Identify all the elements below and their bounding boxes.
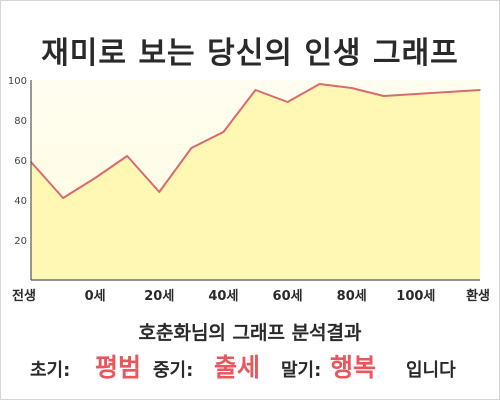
data-point — [222, 131, 225, 133]
x-tick-label: 100세 — [396, 289, 435, 304]
y-tick-label: 80 — [14, 116, 27, 127]
y-tick-label: 40 — [14, 196, 27, 207]
chart-title: 재미로 보는 당신의 인생 그래프 — [41, 36, 459, 71]
early-stage-value: 평범 — [95, 353, 142, 382]
data-point — [447, 91, 449, 93]
data-point — [382, 95, 385, 97]
area-fill — [31, 84, 480, 280]
x-tick-label: 0세 — [85, 289, 106, 304]
data-point — [190, 147, 193, 149]
data-point — [479, 89, 481, 91]
data-point — [158, 191, 161, 193]
y-tick-label: 20 — [14, 236, 27, 247]
late-stage-label: 말기: — [281, 360, 322, 381]
x-tick-label: 전생 — [12, 288, 36, 304]
x-tick-label: 환생 — [466, 288, 490, 304]
analysis-result-title: 호춘화님의 그래프 분석결과 — [138, 322, 362, 344]
data-point — [318, 83, 321, 85]
middle-stage-label: 중기: — [153, 360, 194, 381]
y-tick-label: 60 — [14, 156, 27, 167]
y-tick-label: 100 — [8, 76, 27, 87]
x-tick-label: 40세 — [208, 289, 238, 304]
x-tick-label: 20세 — [144, 289, 174, 304]
data-point — [62, 197, 64, 199]
late-stage-value: 행복 — [330, 353, 377, 382]
data-point — [415, 93, 417, 95]
x-tick-label: 60세 — [273, 289, 303, 304]
data-point — [254, 89, 257, 91]
data-point — [94, 177, 96, 179]
closing-text: 입니다 — [406, 360, 456, 381]
data-point — [286, 101, 289, 103]
early-stage-label: 초기: — [30, 360, 71, 381]
data-point — [126, 155, 129, 157]
middle-stage-value: 출세 — [214, 353, 261, 382]
data-point — [350, 87, 353, 89]
analysis-result-line: 초기: 평범 중기: 출세 말기: 행복 입니다 — [0, 344, 500, 384]
x-tick-label: 80세 — [337, 289, 367, 304]
